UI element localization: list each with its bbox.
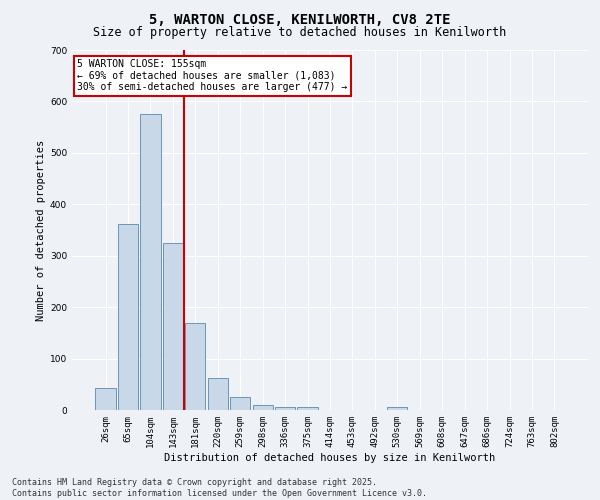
Bar [95, 388, 116, 410]
Bar [275, 407, 295, 410]
Text: 5 WARTON CLOSE: 155sqm
← 69% of detached houses are smaller (1,083)
30% of semi-: 5 WARTON CLOSE: 155sqm ← 69% of detached… [77, 59, 347, 92]
Bar [163, 243, 183, 410]
Bar [208, 378, 228, 410]
Text: Size of property relative to detached houses in Kenilworth: Size of property relative to detached ho… [94, 26, 506, 39]
Text: 5, WARTON CLOSE, KENILWORTH, CV8 2TE: 5, WARTON CLOSE, KENILWORTH, CV8 2TE [149, 12, 451, 26]
Bar [387, 408, 407, 410]
Bar [185, 322, 205, 410]
Bar [140, 114, 161, 410]
Bar [253, 405, 273, 410]
Bar [230, 397, 250, 410]
Y-axis label: Number of detached properties: Number of detached properties [36, 140, 46, 320]
Bar [118, 224, 138, 410]
Text: Contains HM Land Registry data © Crown copyright and database right 2025.
Contai: Contains HM Land Registry data © Crown c… [12, 478, 427, 498]
X-axis label: Distribution of detached houses by size in Kenilworth: Distribution of detached houses by size … [164, 452, 496, 462]
Bar [298, 408, 317, 410]
